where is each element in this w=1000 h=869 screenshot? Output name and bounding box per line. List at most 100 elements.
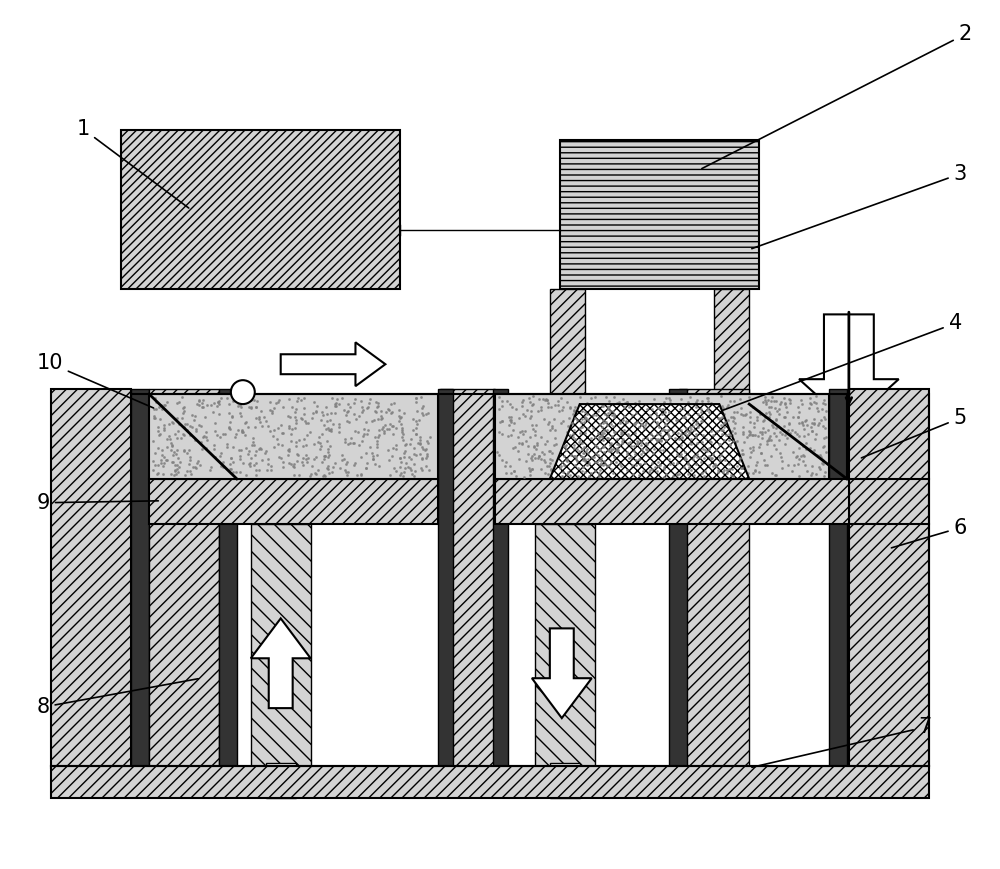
Point: [664, 453, 680, 467]
Point: [592, 463, 608, 477]
Point: [176, 401, 192, 415]
Point: [494, 427, 510, 441]
Point: [727, 426, 743, 440]
Point: [262, 395, 278, 409]
Point: [713, 423, 729, 437]
Point: [725, 410, 741, 424]
Point: [284, 422, 300, 436]
Point: [763, 449, 779, 463]
Point: [609, 445, 625, 459]
Point: [337, 435, 353, 449]
Point: [757, 389, 773, 403]
Point: [156, 456, 172, 470]
Point: [682, 420, 698, 434]
Point: [721, 428, 737, 441]
Point: [642, 429, 658, 443]
Point: [691, 467, 707, 481]
Point: [555, 439, 571, 453]
Point: [606, 449, 622, 463]
Point: [715, 401, 731, 415]
Point: [300, 451, 316, 465]
Point: [514, 425, 530, 439]
Point: [664, 425, 680, 439]
Point: [739, 430, 755, 444]
Point: [494, 415, 510, 428]
Point: [710, 465, 726, 479]
Point: [670, 428, 686, 441]
Bar: [131, 389, 149, 768]
Point: [580, 414, 596, 428]
Point: [412, 430, 428, 444]
Point: [699, 432, 715, 446]
Point: [701, 427, 717, 441]
Point: [601, 459, 617, 473]
Point: [659, 459, 675, 473]
Point: [544, 453, 560, 467]
Point: [615, 432, 631, 446]
Point: [312, 436, 328, 450]
Point: [365, 449, 381, 463]
Point: [710, 462, 726, 476]
Point: [685, 419, 701, 433]
Point: [589, 463, 605, 477]
Point: [410, 436, 426, 450]
Point: [376, 424, 392, 438]
Point: [369, 400, 385, 414]
Point: [650, 445, 666, 459]
Point: [650, 455, 666, 469]
Point: [584, 410, 600, 424]
Point: [701, 436, 717, 450]
Point: [579, 407, 595, 421]
Point: [336, 452, 352, 466]
Point: [594, 430, 610, 444]
Point: [680, 468, 696, 481]
Point: [397, 444, 413, 458]
Point: [367, 404, 383, 418]
Point: [248, 456, 264, 470]
Point: [758, 395, 774, 409]
Point: [179, 446, 195, 460]
Point: [221, 406, 237, 420]
Point: [580, 424, 596, 438]
Point: [418, 459, 434, 473]
Point: [258, 415, 274, 428]
Point: [362, 392, 378, 406]
Point: [801, 401, 817, 415]
Point: [661, 455, 677, 469]
Point: [388, 421, 404, 434]
Point: [287, 405, 303, 419]
Point: [395, 427, 411, 441]
Point: [627, 447, 643, 461]
Point: [629, 451, 645, 465]
Point: [232, 398, 248, 412]
Point: [499, 394, 515, 408]
Point: [613, 400, 629, 414]
Point: [619, 395, 635, 409]
Point: [315, 408, 331, 422]
Point: [515, 407, 531, 421]
Point: [359, 401, 375, 415]
Point: [688, 408, 704, 421]
Point: [392, 468, 408, 482]
Point: [650, 418, 666, 432]
Point: [219, 440, 235, 454]
Point: [768, 442, 784, 456]
Point: [681, 426, 697, 440]
Point: [533, 462, 549, 476]
Point: [624, 469, 640, 483]
Point: [503, 428, 519, 442]
Point: [793, 394, 809, 408]
Point: [584, 443, 600, 457]
Point: [191, 393, 207, 407]
Point: [763, 395, 779, 408]
Point: [620, 415, 636, 429]
Point: [683, 467, 699, 481]
Point: [367, 430, 383, 444]
Point: [670, 405, 686, 419]
Point: [652, 426, 668, 440]
Point: [381, 403, 397, 417]
Point: [235, 425, 251, 439]
Point: [620, 436, 636, 450]
Point: [713, 428, 729, 441]
Point: [612, 415, 628, 429]
